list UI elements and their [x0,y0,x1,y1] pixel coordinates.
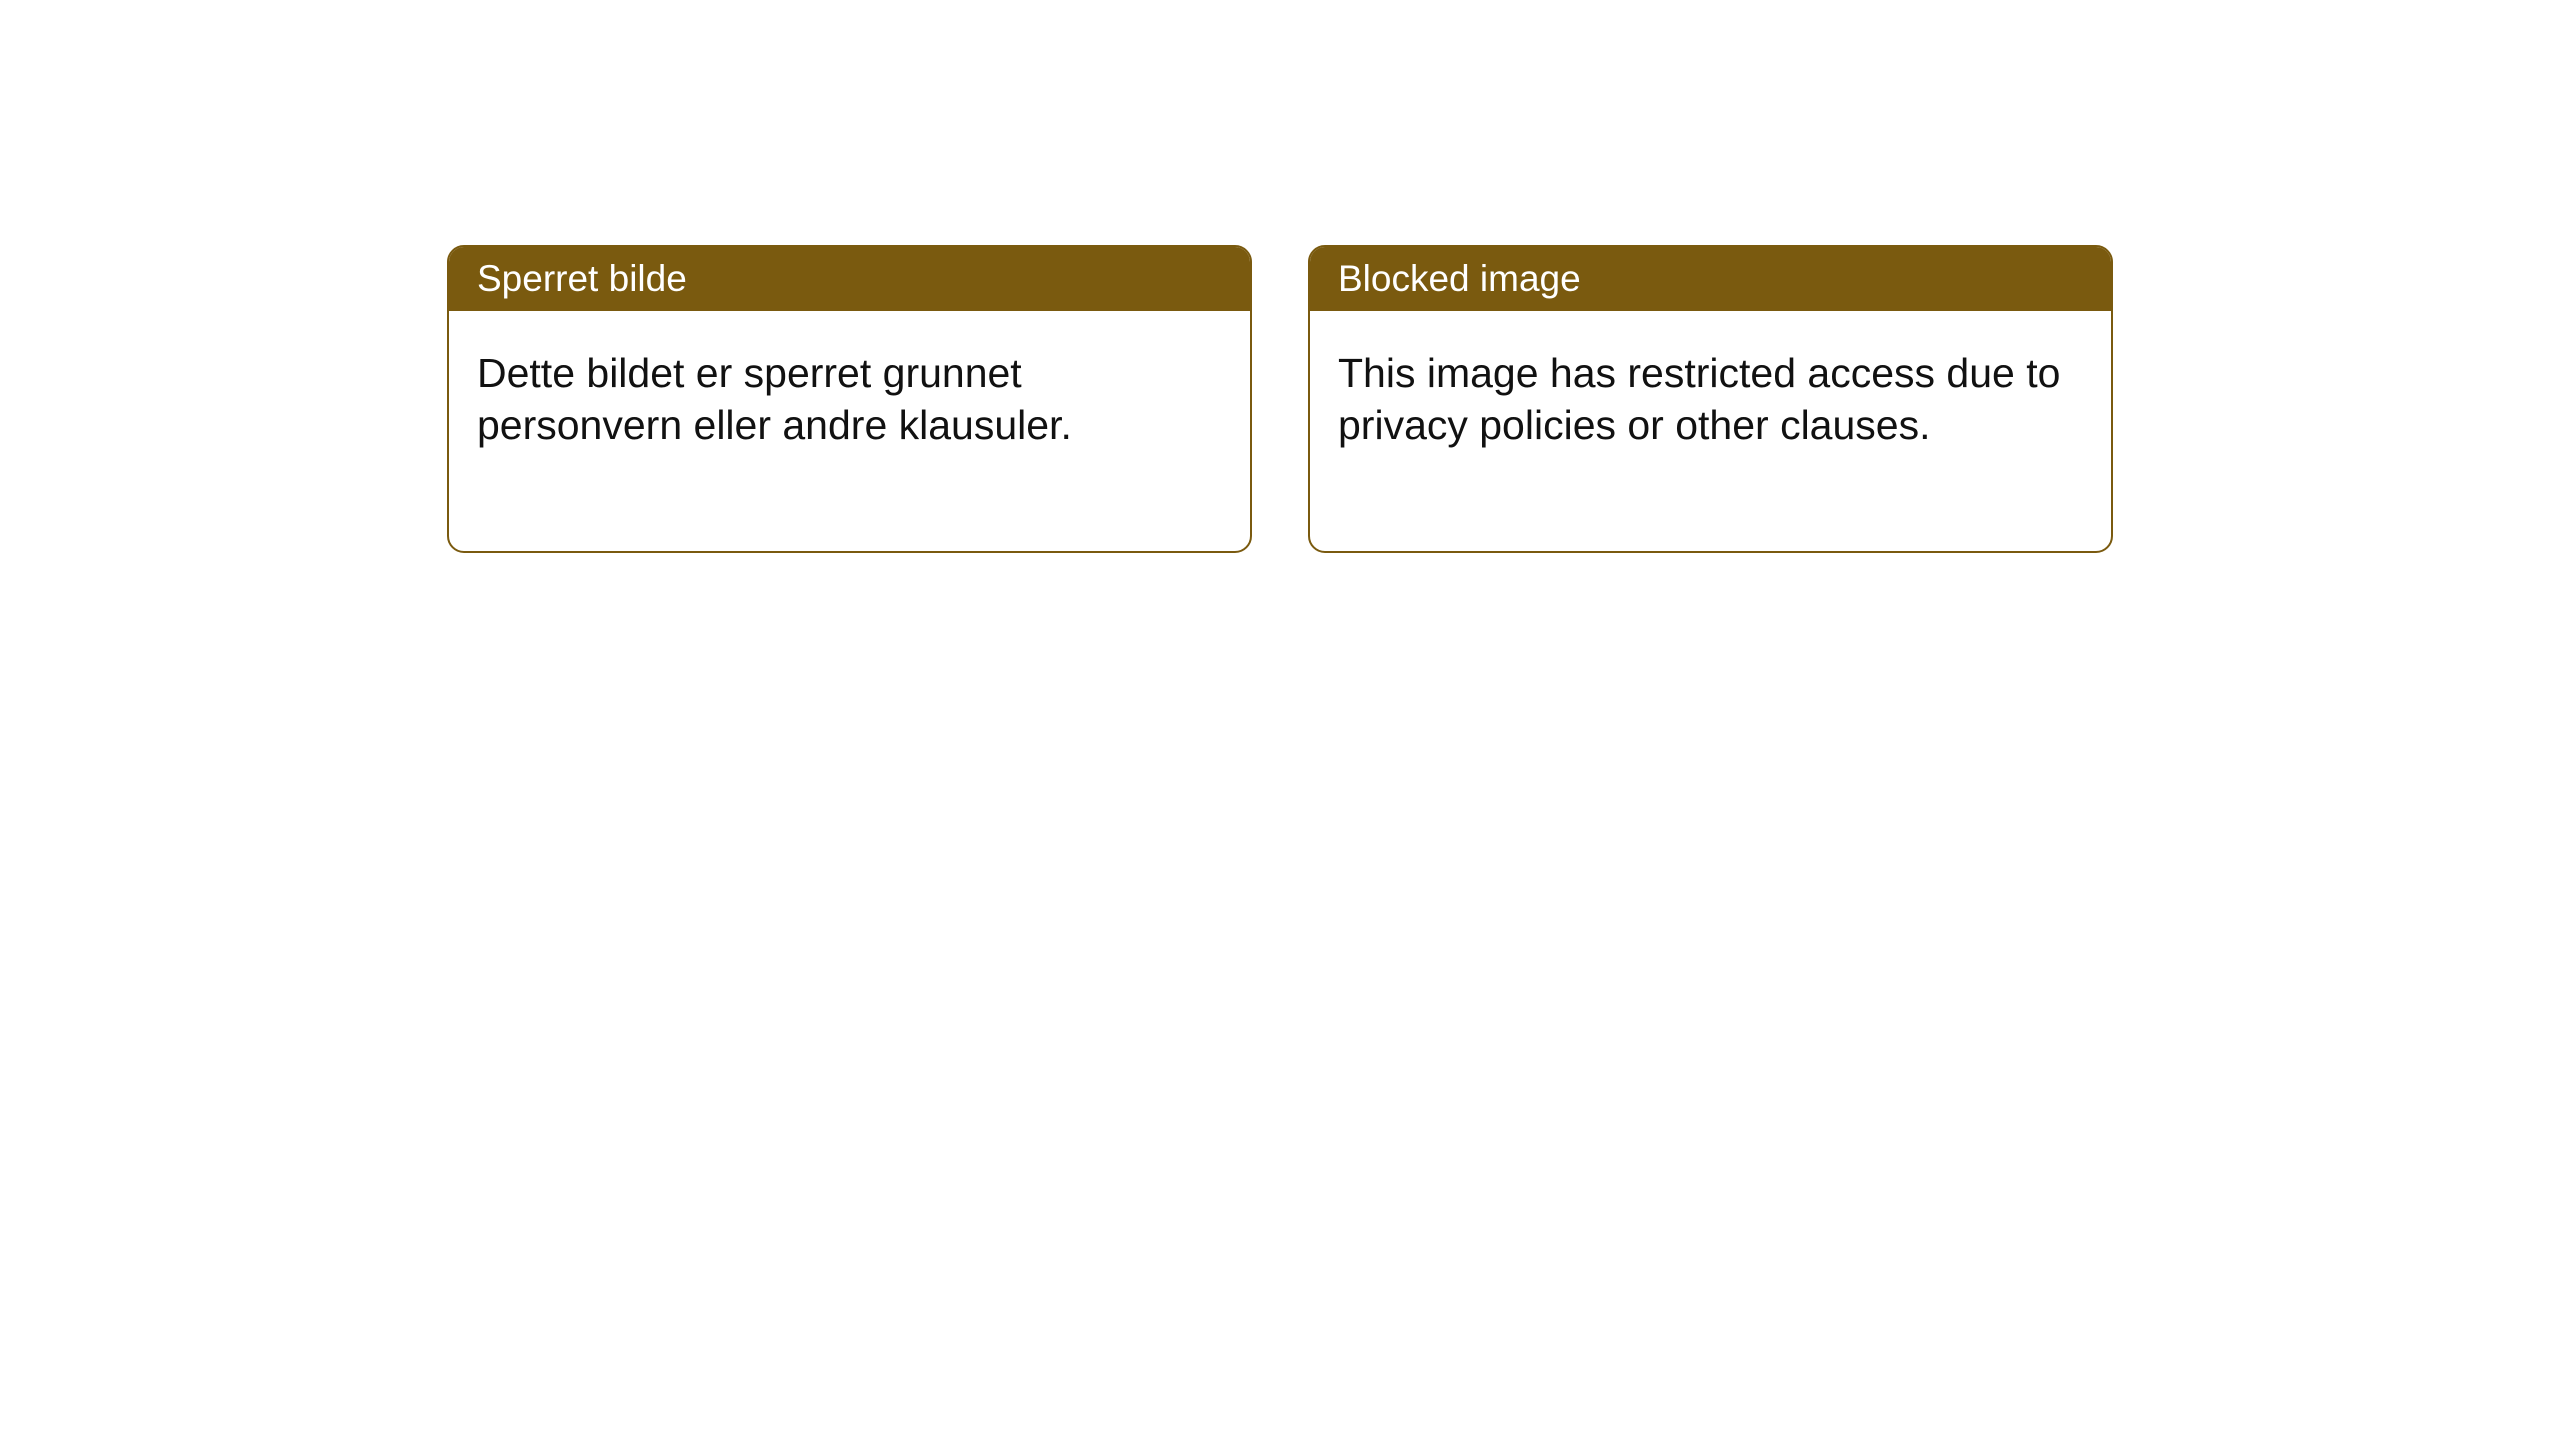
card-header: Blocked image [1310,247,2111,311]
card-title: Sperret bilde [477,258,687,299]
card-body: This image has restricted access due to … [1310,311,2111,551]
notice-container: Sperret bilde Dette bildet er sperret gr… [447,245,2113,553]
notice-card-english: Blocked image This image has restricted … [1308,245,2113,553]
card-body-text: Dette bildet er sperret grunnet personve… [477,350,1072,448]
card-header: Sperret bilde [449,247,1250,311]
card-title: Blocked image [1338,258,1581,299]
notice-card-norwegian: Sperret bilde Dette bildet er sperret gr… [447,245,1252,553]
card-body: Dette bildet er sperret grunnet personve… [449,311,1250,551]
card-body-text: This image has restricted access due to … [1338,350,2060,448]
